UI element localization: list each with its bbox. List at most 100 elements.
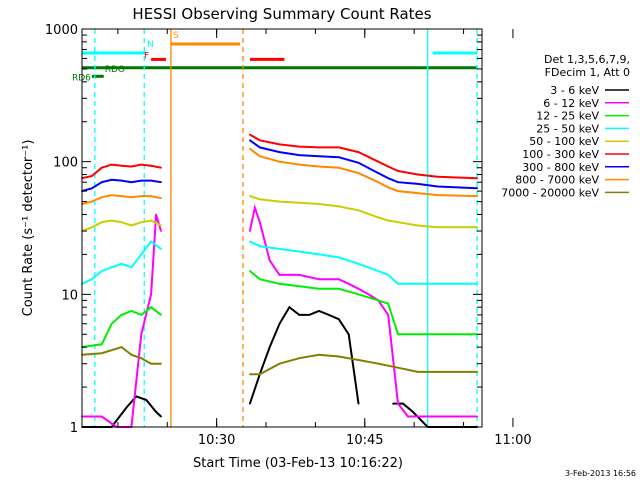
data-point [426, 415, 429, 418]
data-point [140, 195, 143, 198]
data-point [476, 371, 478, 373]
data-point [268, 346, 271, 348]
data-point [150, 362, 153, 365]
series-line [82, 214, 162, 428]
data-point [120, 195, 123, 198]
data-point [249, 402, 251, 405]
data-point [268, 259, 271, 262]
data-point [150, 219, 153, 222]
data-point [110, 194, 113, 197]
data-point [298, 154, 301, 157]
legend-label-3-6-kev: 3 - 6 keV [550, 84, 599, 97]
data-point [140, 253, 143, 256]
data-point [249, 373, 251, 376]
data-point [476, 187, 478, 190]
chart-title: HESSI Observing Summary Count Rates [132, 5, 431, 23]
data-point [120, 346, 123, 348]
data-point [357, 209, 360, 212]
legend-header-line: Det 1,3,5,6,7,9, [544, 53, 630, 66]
data-point [387, 165, 390, 168]
data-point [298, 250, 301, 253]
data-point [140, 221, 143, 224]
data-point [397, 366, 399, 369]
data-point [150, 164, 153, 167]
data-point [407, 415, 409, 418]
data-point [357, 402, 360, 405]
data-point [140, 163, 143, 166]
data-point [120, 262, 123, 265]
y-tick-label: 1 [70, 421, 78, 436]
series-50-100-kev [81, 195, 478, 232]
data-point [416, 192, 419, 195]
data-point [91, 175, 93, 177]
data-point [397, 190, 399, 193]
data-point [249, 139, 251, 142]
y-tick-label: 100 [53, 156, 78, 171]
data-point [347, 282, 350, 285]
data-point [377, 362, 380, 365]
data-point [100, 196, 103, 199]
data-point [397, 402, 399, 405]
data-point [150, 240, 153, 243]
data-point [278, 248, 281, 250]
y-tick-label: 1000 [45, 23, 78, 38]
data-point [91, 187, 93, 190]
legend-label-100-300-kev: 100 - 300 keV [522, 148, 599, 161]
data-point [100, 343, 103, 346]
legend-label-800-7000-kev: 800 - 7000 keV [515, 174, 599, 187]
x-tick-label: 10:45 [346, 433, 383, 448]
flag-label-n: N [147, 40, 154, 50]
data-point [337, 205, 340, 208]
data-point [130, 224, 133, 227]
series-layer [81, 133, 478, 428]
x-tick-label: 10:30 [198, 433, 235, 448]
data-point [110, 266, 113, 269]
data-point [125, 406, 128, 409]
data-point [357, 172, 360, 175]
data-point [160, 181, 162, 184]
data-point [110, 219, 113, 222]
data-point [130, 181, 133, 184]
data-point [91, 200, 93, 203]
data-point [100, 221, 103, 224]
data-point [120, 314, 123, 316]
data-point [387, 302, 390, 305]
data-point [130, 353, 133, 356]
data-point [397, 282, 399, 285]
data-point [100, 166, 103, 169]
data-point [298, 274, 301, 276]
data-point [100, 270, 103, 272]
plot-frame [81, 28, 483, 428]
data-point [150, 179, 153, 182]
data-point [318, 146, 320, 149]
data-point [377, 181, 380, 184]
flag-label-rdo: RDO [105, 65, 125, 75]
data-point [436, 185, 439, 188]
series-line [248, 305, 360, 404]
data-point [258, 278, 261, 281]
data-point [357, 359, 360, 361]
data-point [328, 314, 330, 316]
data-point [278, 322, 281, 325]
series-line [249, 353, 478, 376]
data-point [318, 287, 320, 290]
flag-label-f: F [144, 51, 149, 61]
data-point [150, 195, 153, 198]
data-point [258, 139, 261, 142]
data-point [416, 333, 419, 336]
data-point [120, 179, 123, 182]
data-point [258, 373, 261, 376]
data-point [318, 353, 320, 356]
data-point [298, 201, 301, 204]
data-point [160, 166, 162, 169]
data-point [436, 282, 439, 285]
data-point [110, 178, 113, 181]
data-point [278, 362, 281, 365]
data-point [416, 224, 419, 227]
data-point [278, 143, 281, 146]
data-point [436, 333, 439, 336]
data-point [476, 195, 478, 198]
legend-label-12-25-kev: 12 - 25 keV [536, 110, 599, 123]
